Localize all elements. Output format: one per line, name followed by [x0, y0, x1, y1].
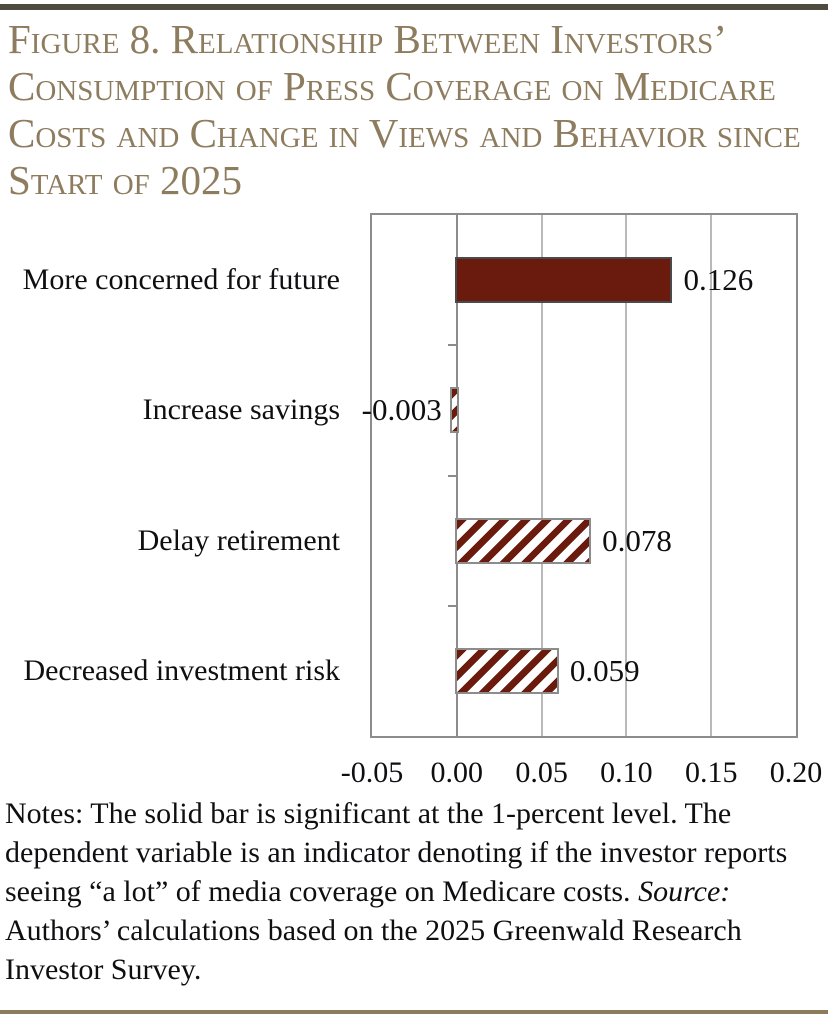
category-axis-tick	[447, 604, 457, 607]
category-label-decreased-investment-risk: Decreased investment risk	[23, 653, 340, 687]
bar-delay-retirement	[454, 517, 592, 564]
value-label-delay-retirement: 0.078	[602, 522, 672, 558]
gridline	[625, 215, 628, 736]
x-tick-label: 0.15	[684, 756, 738, 789]
plot-area: 0.126 -0.003 0.078 0.059	[362, 213, 798, 738]
x-tick-label: -0.05	[340, 756, 404, 789]
notes-text: Notes: The solid bar is significant at t…	[5, 797, 788, 908]
value-label-decreased-investment-risk: 0.059	[569, 652, 640, 688]
x-tick-label: 0.20	[769, 756, 823, 789]
category-axis-tick	[447, 474, 457, 477]
x-tick-label: 0.05	[515, 756, 568, 789]
x-tick-label: 0.00	[430, 756, 484, 789]
category-label-more-concerned-for-future: More concerned for future	[22, 263, 340, 297]
category-axis-labels: More concerned for future Increase saving…	[0, 215, 340, 736]
top-rule	[0, 4, 828, 10]
bar-decreased-investment-risk	[454, 647, 559, 694]
category-label-delay-retirement: Delay retirement	[137, 523, 340, 557]
bar-chart: More concerned for future Increase saving…	[0, 213, 828, 813]
bar-more-concerned-for-future	[454, 257, 673, 304]
bar-increase-savings	[449, 387, 459, 434]
gridline	[540, 215, 543, 736]
category-label-increase-savings: Increase savings	[142, 393, 340, 427]
bottom-rule	[0, 1010, 828, 1014]
gridline	[710, 215, 713, 736]
figure-title: Figure 8. Relationship Between Investors…	[8, 16, 801, 203]
x-tick-label: 0.10	[600, 756, 653, 789]
figure-notes: Notes: The solid bar is significant at t…	[5, 794, 823, 989]
category-axis-tick	[447, 344, 457, 347]
value-label-more-concerned-for-future: 0.126	[683, 262, 754, 298]
source-label: Source:	[638, 875, 731, 908]
zero-axis-line	[455, 215, 458, 736]
value-label-increase-savings: -0.003	[361, 392, 442, 428]
source-text: Authors’ calculations based on the 2025 …	[5, 914, 742, 986]
